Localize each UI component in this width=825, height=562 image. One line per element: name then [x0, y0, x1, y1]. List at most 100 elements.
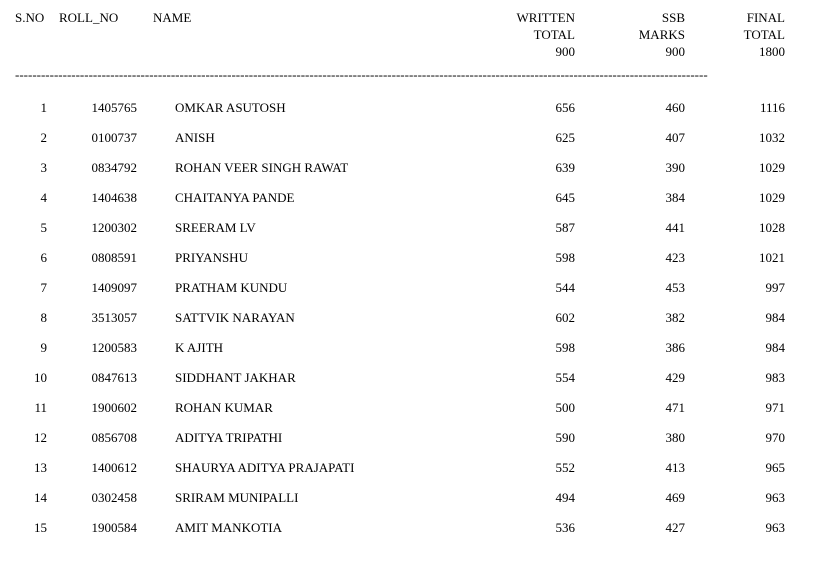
cell-ssb: 423 — [575, 250, 685, 266]
cell-written: 598 — [445, 340, 575, 356]
header-name: NAME — [145, 10, 445, 27]
cell-rollno: 1900602 — [55, 400, 145, 416]
cell-final: 963 — [685, 490, 785, 506]
cell-final: 983 — [685, 370, 785, 386]
cell-name: SREERAM LV — [145, 220, 445, 236]
cell-ssb: 429 — [575, 370, 685, 386]
cell-ssb: 382 — [575, 310, 685, 326]
cell-sno: 5 — [15, 220, 55, 236]
cell-sno: 11 — [15, 400, 55, 416]
table-row: 100847613SIDDHANT JAKHAR554429983 — [15, 363, 810, 393]
cell-final: 965 — [685, 460, 785, 476]
table-row: 11405765OMKAR ASUTOSH6564601116 — [15, 93, 810, 123]
cell-rollno: 0100737 — [55, 130, 145, 146]
cell-written: 656 — [445, 100, 575, 116]
cell-final: 984 — [685, 310, 785, 326]
table-row: 30834792ROHAN VEER SINGH RAWAT6393901029 — [15, 153, 810, 183]
cell-sno: 2 — [15, 130, 55, 146]
cell-sno: 9 — [15, 340, 55, 356]
cell-rollno: 0302458 — [55, 490, 145, 506]
cell-ssb: 471 — [575, 400, 685, 416]
cell-written: 494 — [445, 490, 575, 506]
cell-written: 544 — [445, 280, 575, 296]
cell-written: 639 — [445, 160, 575, 176]
header-final-line2: TOTAL — [685, 27, 785, 44]
table-row: 120856708ADITYA TRIPATHI590380970 — [15, 423, 810, 453]
cell-sno: 14 — [15, 490, 55, 506]
cell-written: 645 — [445, 190, 575, 206]
table-row: 140302458SRIRAM MUNIPALLI494469963 — [15, 483, 810, 513]
cell-final: 1116 — [685, 100, 785, 116]
cell-ssb: 386 — [575, 340, 685, 356]
cell-sno: 12 — [15, 430, 55, 446]
table-row: 83513057SATTVIK NARAYAN602382984 — [15, 303, 810, 333]
cell-final: 970 — [685, 430, 785, 446]
cell-rollno: 1405765 — [55, 100, 145, 116]
cell-ssb: 453 — [575, 280, 685, 296]
cell-name: SHAURYA ADITYA PRAJAPATI — [145, 460, 445, 476]
table-row: 60808591PRIYANSHU5984231021 — [15, 243, 810, 273]
cell-name: K AJITH — [145, 340, 445, 356]
cell-ssb: 441 — [575, 220, 685, 236]
cell-name: CHAITANYA PANDE — [145, 190, 445, 206]
header-written-line3: 900 — [445, 44, 575, 61]
cell-written: 602 — [445, 310, 575, 326]
table-row: 131400612SHAURYA ADITYA PRAJAPATI5524139… — [15, 453, 810, 483]
header-written-line2: TOTAL — [445, 27, 575, 44]
cell-ssb: 384 — [575, 190, 685, 206]
table-row: 91200583K AJITH598386984 — [15, 333, 810, 363]
cell-written: 536 — [445, 520, 575, 536]
cell-final: 963 — [685, 520, 785, 536]
header-ssb-line1: SSB — [575, 10, 685, 27]
cell-sno: 6 — [15, 250, 55, 266]
table-row: 71409097PRATHAM KUNDU544453997 — [15, 273, 810, 303]
header-rollno-label: ROLL_NO — [59, 10, 145, 27]
cell-written: 625 — [445, 130, 575, 146]
cell-sno: 15 — [15, 520, 55, 536]
cell-rollno: 1200583 — [55, 340, 145, 356]
cell-rollno: 1409097 — [55, 280, 145, 296]
header-ssb-line3: 900 — [575, 44, 685, 61]
cell-sno: 10 — [15, 370, 55, 386]
cell-rollno: 0856708 — [55, 430, 145, 446]
table-row: 20100737ANISH6254071032 — [15, 123, 810, 153]
cell-sno: 1 — [15, 100, 55, 116]
cell-sno: 7 — [15, 280, 55, 296]
cell-written: 552 — [445, 460, 575, 476]
header-sno: S.NO — [15, 10, 55, 27]
cell-rollno: 0847613 — [55, 370, 145, 386]
cell-final: 971 — [685, 400, 785, 416]
cell-sno: 3 — [15, 160, 55, 176]
header-ssb: SSB MARKS 900 — [575, 10, 685, 61]
header-written: WRITTEN TOTAL 900 — [445, 10, 575, 61]
cell-rollno: 1200302 — [55, 220, 145, 236]
cell-final: 1032 — [685, 130, 785, 146]
cell-final: 997 — [685, 280, 785, 296]
header-rollno: ROLL_NO — [55, 10, 145, 27]
cell-name: PRATHAM KUNDU — [145, 280, 445, 296]
cell-name: ANISH — [145, 130, 445, 146]
cell-written: 500 — [445, 400, 575, 416]
cell-name: ROHAN KUMAR — [145, 400, 445, 416]
cell-sno: 8 — [15, 310, 55, 326]
cell-written: 598 — [445, 250, 575, 266]
header-final-line1: FINAL — [685, 10, 785, 27]
cell-final: 1029 — [685, 160, 785, 176]
header-sno-label: S.NO — [15, 10, 55, 27]
cell-name: OMKAR ASUTOSH — [145, 100, 445, 116]
table-row: 151900584AMIT MANKOTIA536427963 — [15, 513, 810, 543]
cell-ssb: 469 — [575, 490, 685, 506]
cell-written: 590 — [445, 430, 575, 446]
header-final: FINAL TOTAL 1800 — [685, 10, 785, 61]
cell-ssb: 460 — [575, 100, 685, 116]
table-row: 51200302SREERAM LV5874411028 — [15, 213, 810, 243]
cell-written: 554 — [445, 370, 575, 386]
header-divider: ----------------------------------------… — [15, 67, 810, 83]
header-name-label: NAME — [153, 10, 445, 27]
table-row: 41404638CHAITANYA PANDE6453841029 — [15, 183, 810, 213]
cell-final: 1028 — [685, 220, 785, 236]
cell-rollno: 0834792 — [55, 160, 145, 176]
header-ssb-line2: MARKS — [575, 27, 685, 44]
cell-written: 587 — [445, 220, 575, 236]
table-body: 11405765OMKAR ASUTOSH656460111620100737A… — [15, 93, 810, 543]
